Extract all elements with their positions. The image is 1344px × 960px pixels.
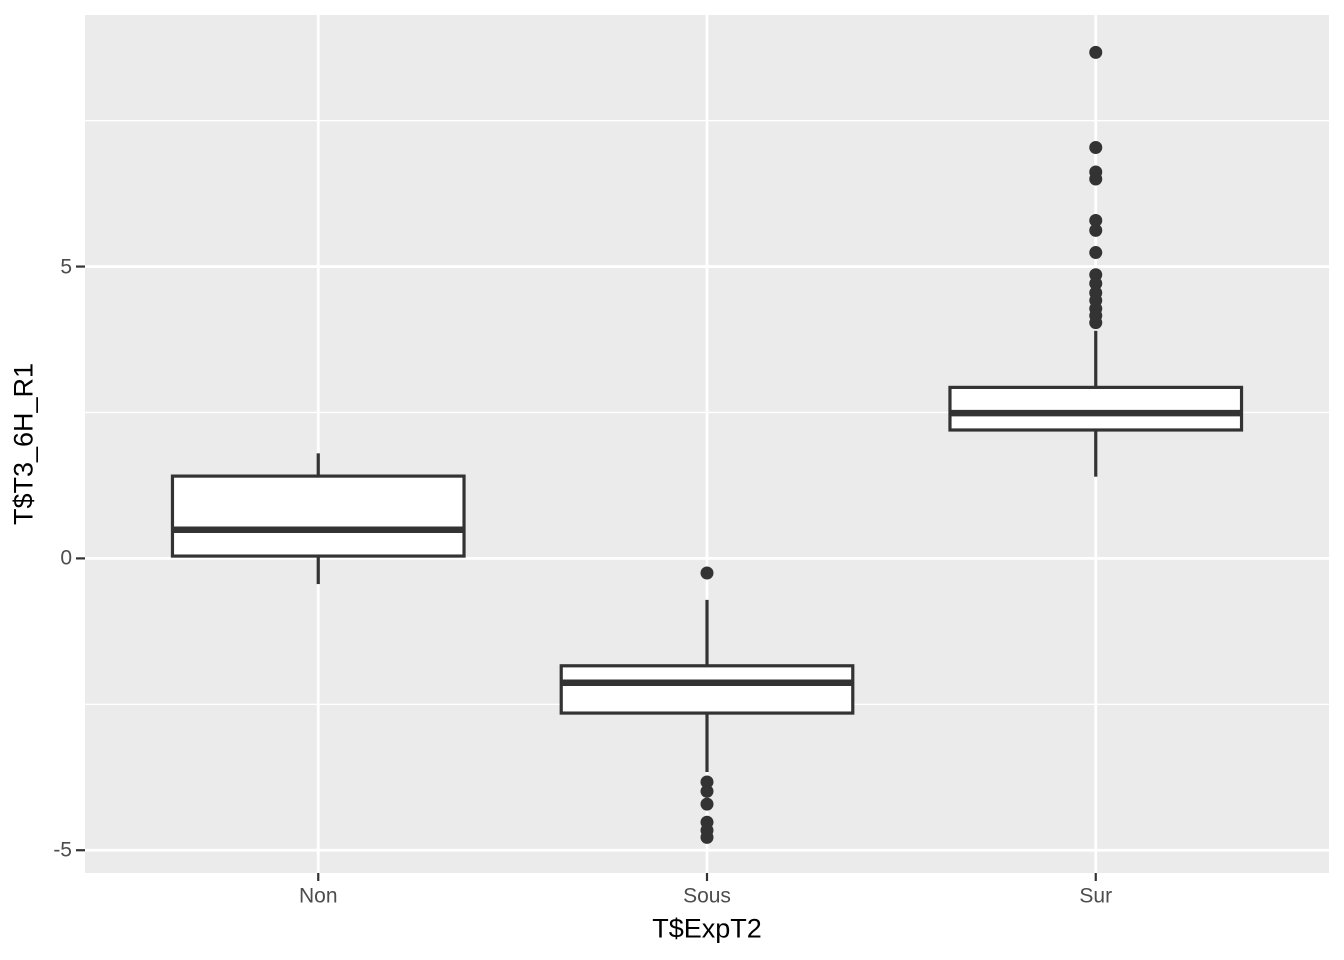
outlier-dot-sur bbox=[1089, 140, 1103, 154]
outlier-dot-sur bbox=[1089, 172, 1103, 186]
outlier-dot-sur bbox=[1089, 45, 1103, 59]
x-tick-label-sous: Sous bbox=[683, 884, 731, 908]
y-tick-label-0: 0 bbox=[60, 546, 72, 570]
outlier-dot-sur bbox=[1089, 316, 1103, 330]
outlier-dot-sous bbox=[700, 797, 714, 811]
outlier-dot-sous bbox=[700, 830, 714, 844]
outlier-dot-sur bbox=[1089, 276, 1103, 290]
outlier-dot-sur bbox=[1089, 223, 1103, 237]
outlier-dot-sur bbox=[1089, 246, 1103, 260]
outlier-dot-sous bbox=[700, 566, 714, 580]
x-tick-label-sur: Sur bbox=[1079, 884, 1113, 908]
box-non bbox=[170, 474, 466, 558]
outlier-dot-sous bbox=[700, 775, 714, 789]
y-tick-label-neg5: -5 bbox=[53, 838, 72, 862]
x-tick-label-non: Non bbox=[298, 884, 338, 908]
x-axis-title: T$ExpT2 bbox=[652, 913, 762, 944]
y-axis-title: T$T3_6H_R1 bbox=[8, 362, 39, 526]
outlier-dot-sous bbox=[700, 784, 714, 798]
outlier-dot-sur bbox=[1089, 213, 1103, 227]
box-sur bbox=[948, 385, 1244, 432]
box-sous bbox=[559, 664, 855, 715]
y-tick-label-5: 5 bbox=[60, 255, 72, 279]
